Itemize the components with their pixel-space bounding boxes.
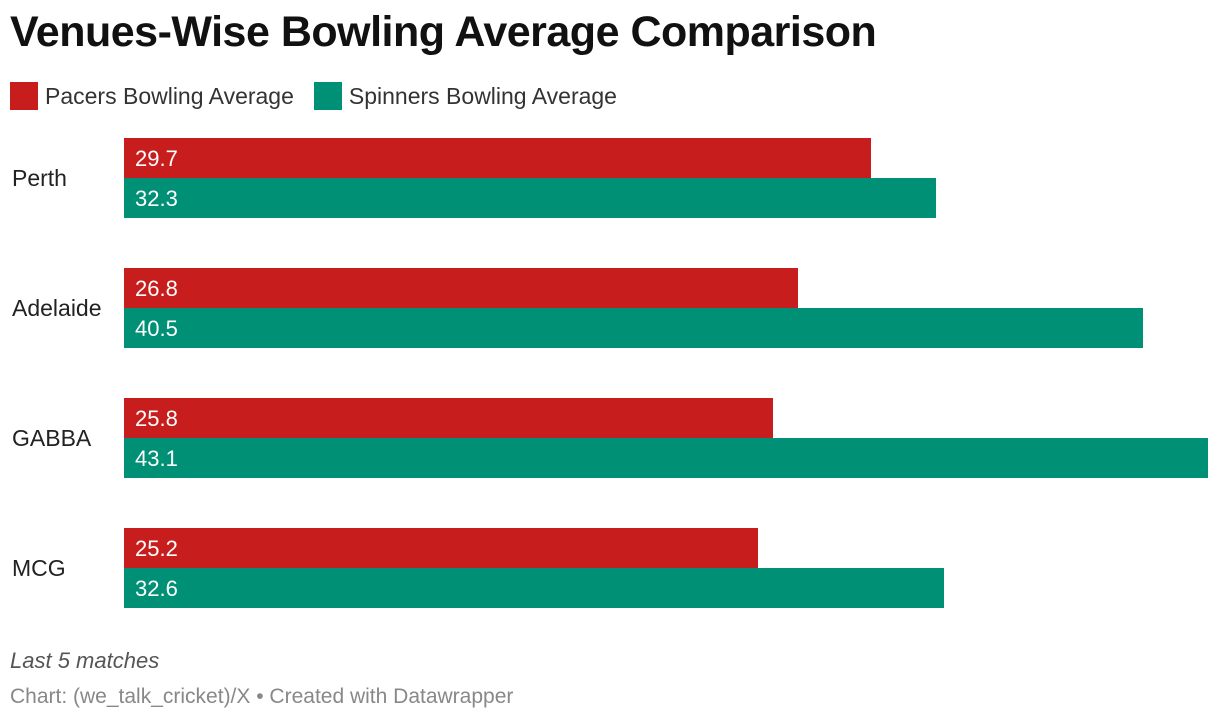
legend-item-pacers: Pacers Bowling Average: [10, 82, 294, 110]
legend-swatch-pacers: [10, 82, 38, 110]
value-label-pacers-perth: 29.7: [135, 146, 178, 171]
value-label-spinners-mcg: 32.6: [135, 576, 178, 601]
legend: Pacers Bowling Average Spinners Bowling …: [10, 82, 637, 110]
category-label-gabba: GABBA: [12, 425, 92, 451]
bar-pacers-mcg: [124, 528, 758, 568]
value-label-pacers-mcg: 25.2: [135, 536, 178, 561]
value-label-pacers-adelaide: 26.8: [135, 276, 178, 301]
bar-chart: Perth 29.7 32.3 Adelaide 26.8 40.5 GABBA 25.8 43…: [12, 138, 1208, 608]
bar-spinners-adelaide: [124, 308, 1143, 348]
chart-title: Venues-Wise Bowling Average Comparison: [10, 8, 877, 56]
value-label-pacers-gabba: 25.8: [135, 406, 178, 431]
legend-label-spinners: Spinners Bowling Average: [348, 82, 617, 109]
category-label-mcg: MCG: [12, 555, 66, 581]
chart-source: Chart: (we_talk_cricket)/X • Created wit…: [10, 685, 514, 708]
bar-pacers-perth: [124, 138, 871, 178]
value-label-spinners-perth: 32.3: [135, 186, 178, 211]
bar-spinners-mcg: [124, 568, 944, 608]
legend-label-pacers: Pacers Bowling Average: [45, 82, 294, 109]
bar-spinners-perth: [124, 178, 936, 218]
value-label-spinners-adelaide: 40.5: [135, 316, 178, 341]
category-label-perth: Perth: [12, 165, 67, 191]
bar-spinners-gabba: [124, 438, 1208, 478]
chart-note: Last 5 matches: [10, 648, 160, 673]
bar-pacers-adelaide: [124, 268, 798, 308]
legend-swatch-spinners: [313, 82, 342, 110]
legend-item-spinners: Spinners Bowling Average: [313, 82, 617, 110]
category-label-adelaide: Adelaide: [12, 295, 102, 321]
value-label-spinners-gabba: 43.1: [135, 446, 178, 471]
bar-pacers-gabba: [124, 398, 773, 438]
